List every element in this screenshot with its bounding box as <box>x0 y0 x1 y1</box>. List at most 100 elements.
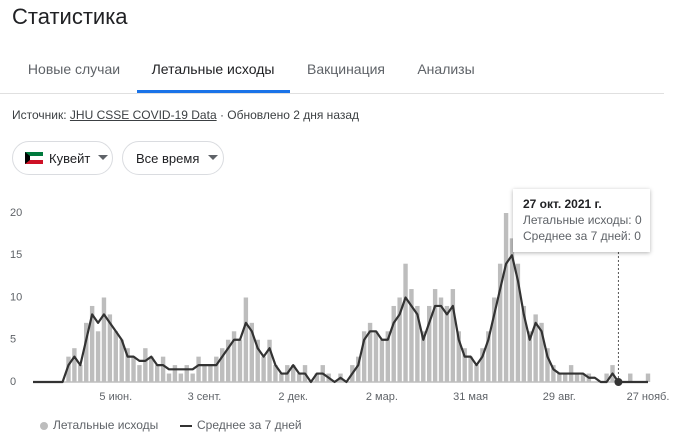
flag <box>25 152 43 164</box>
bar <box>563 373 568 382</box>
bar <box>604 373 609 382</box>
legend-label: Среднее за 7 дней <box>197 418 302 432</box>
title: Статистика <box>12 4 128 29</box>
bar <box>379 339 385 382</box>
bar <box>557 373 562 382</box>
bar <box>497 263 503 382</box>
bar <box>78 365 83 382</box>
bar <box>521 305 527 382</box>
bar <box>107 314 113 382</box>
y-tick-label: 10 <box>10 291 22 303</box>
bar <box>533 314 538 382</box>
line <box>33 254 648 384</box>
source: Источник: JHU CSSE COVID-19 Data · Обнов… <box>12 108 359 122</box>
bar <box>290 365 296 382</box>
bar <box>385 331 391 382</box>
bar <box>249 322 254 382</box>
caret <box>208 155 219 160</box>
y-tick-label: 20 <box>10 207 22 219</box>
bar <box>492 297 497 382</box>
bar <box>225 339 231 382</box>
bar <box>184 365 189 382</box>
x-tick-label: 27 нояб. <box>627 391 670 403</box>
tooltip-row: Среднее за 7 дней: 0 <box>523 229 641 243</box>
bar <box>361 331 367 382</box>
bar <box>444 305 450 382</box>
tab-indicator <box>137 90 290 93</box>
bar <box>178 373 184 382</box>
bar <box>89 305 95 382</box>
y-tick-label: 0 <box>10 376 16 388</box>
bar <box>296 373 302 382</box>
x-tick-label: 29 авг. <box>543 391 576 403</box>
bar <box>119 339 124 382</box>
bar <box>545 348 550 382</box>
tooltip-date: 27 окт. 2021 г. <box>523 197 602 211</box>
bar <box>421 331 426 382</box>
bar <box>243 297 249 382</box>
bar <box>409 289 414 382</box>
bar <box>486 331 491 382</box>
bar <box>628 373 633 382</box>
period: Все время <box>136 150 200 166</box>
bar <box>574 373 580 382</box>
x-tick-label: 5 июн. <box>99 391 132 403</box>
bar <box>450 289 456 382</box>
bar <box>480 348 485 382</box>
bar <box>367 322 373 382</box>
bar <box>208 365 213 382</box>
bar <box>190 373 195 382</box>
bar <box>66 356 71 382</box>
tab[interactable]: Новые случаи <box>27 61 121 77</box>
bar <box>202 365 207 382</box>
bar <box>166 373 172 382</box>
bar <box>154 365 160 382</box>
bar <box>403 263 408 382</box>
x-tick-label: 2 мар. <box>366 391 398 403</box>
bar <box>551 365 556 382</box>
country-button[interactable]: Кувейт <box>12 141 113 175</box>
bar <box>432 289 438 382</box>
bar <box>113 331 118 382</box>
bar <box>474 365 479 382</box>
bar <box>149 356 154 382</box>
bar <box>397 297 402 382</box>
bar <box>427 305 432 382</box>
tab[interactable]: Летальные исходы <box>151 61 275 77</box>
bar <box>196 356 201 382</box>
divider <box>0 93 664 94</box>
source-suffix: · Обновлено 2 дня назад <box>219 108 360 122</box>
hover-dot <box>614 378 623 386</box>
tooltip: 27 окт. 2021 г. Летальные исходы: 0 Сред… <box>513 189 650 252</box>
bar <box>95 331 101 382</box>
tab[interactable]: Вакцинация <box>306 61 386 77</box>
bar <box>214 356 219 382</box>
bar <box>527 331 532 382</box>
bar <box>468 356 473 382</box>
bar <box>509 238 515 382</box>
tab[interactable]: Анализы <box>417 61 475 77</box>
period-button[interactable]: Все время <box>122 141 224 175</box>
x-tick-label: 3 сент. <box>188 391 222 403</box>
source-prefix: Источник: <box>12 108 67 122</box>
bar <box>137 365 142 382</box>
bar <box>125 348 130 382</box>
bar <box>356 356 361 382</box>
bar <box>267 339 272 382</box>
bar <box>456 331 461 382</box>
bar <box>237 339 243 382</box>
bar <box>231 331 237 382</box>
bar <box>580 373 586 382</box>
bar <box>373 331 379 382</box>
y-tick-label: 5 <box>10 334 16 346</box>
bar <box>645 373 651 382</box>
caret <box>98 155 109 160</box>
bar <box>72 348 77 382</box>
bar <box>220 348 225 382</box>
source-link[interactable]: JHU CSSE COVID-19 Data <box>69 108 217 122</box>
x-tick-label: 31 мая <box>453 391 488 403</box>
bar <box>172 365 178 382</box>
y-tick-label: 15 <box>10 249 22 261</box>
